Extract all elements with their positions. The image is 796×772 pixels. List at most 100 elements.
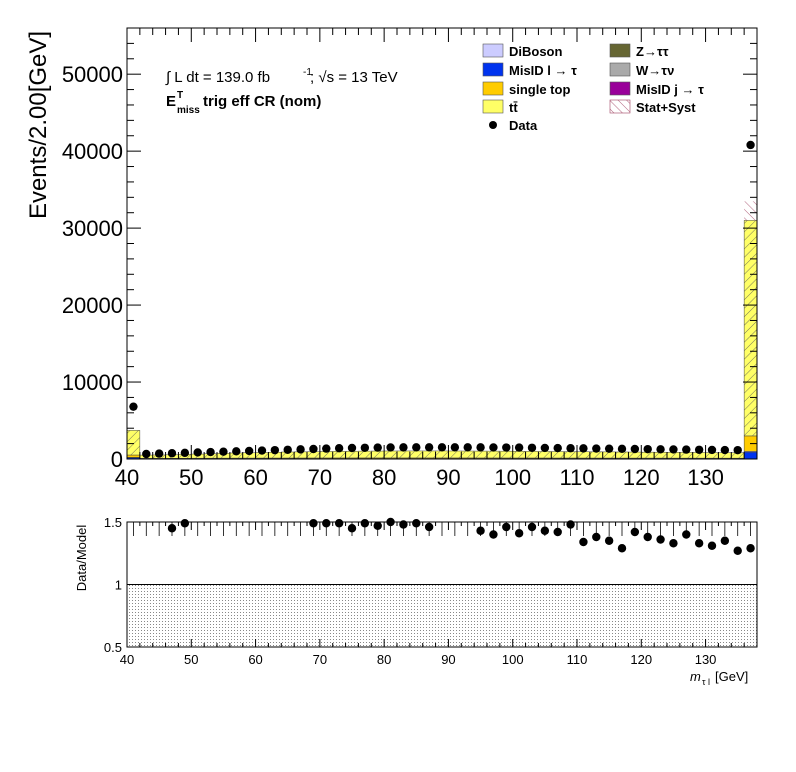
x-tick-label-50: 50 [179,465,203,490]
ratio-point-24 [630,527,640,537]
data-point-26 [463,443,472,452]
data-point-24 [437,443,447,452]
ratio-point-26 [656,535,665,544]
bar-tt--30 [512,451,526,459]
data-point-32 [540,443,550,453]
data-point-38 [617,444,627,454]
data-point-19 [373,443,382,452]
ratio-point-30 [707,541,717,550]
data-point-3 [167,449,177,458]
x-tick-label-130: 130 [687,465,724,490]
ratio-x-tick-label-80: 80 [377,652,391,667]
legend-swatch-ztautau [609,43,631,58]
data-point-47 [733,445,742,455]
data-point-27 [476,443,485,452]
y-tick-label-30000: 30000 [62,216,123,241]
ratio-point-14 [502,522,511,532]
bar-tt--34 [563,451,578,459]
data-point-7 [219,447,228,456]
data-point-28 [489,443,498,452]
data-point-44 [694,445,704,454]
data-point-21 [399,443,408,452]
data-point-36 [592,444,601,453]
data-point-10 [257,446,267,455]
bar-tt--0 [126,430,141,456]
ratio-x-tick-label-60: 60 [248,652,262,667]
ratio-point-29 [694,539,704,548]
region-met-sub: miss [177,105,200,116]
ratio-x-tick-label-70: 70 [313,652,327,667]
region-label: trig eff CR (nom) [203,93,321,110]
ratio-point-23 [617,544,627,553]
ratio-point-1 [180,519,190,528]
x-tick-label-80: 80 [372,465,396,490]
bar-tt--18 [358,450,372,459]
bar-tt--31 [525,451,539,459]
ratio-point-25 [643,532,652,542]
data-point-29 [502,443,511,452]
bar-tt--35 [576,451,591,459]
region-annotation: E T miss trig eff CR (nom) [166,90,321,116]
stat-syst-band [744,201,757,221]
ratio-point-5 [347,524,357,533]
data-point-46 [720,445,730,455]
ratio-point-32 [733,546,742,555]
ratio-x-tick-label-50: 50 [184,652,198,667]
bar-tt--24 [435,450,449,459]
ratio-point-11 [424,522,434,532]
ratio-point-6 [360,519,370,528]
data-point-37 [604,444,614,453]
ratio-y-tick-label-2: 1.5 [104,515,122,530]
ratio-point-10 [412,519,421,528]
legend-marker-data [489,121,497,129]
main-ylabel: Events/2.00[GeV] [25,31,52,219]
ratio-point-20 [579,537,588,547]
data-point-42 [669,445,678,454]
ratio-point-2 [309,519,318,528]
ratio-point-28 [682,530,691,539]
main-plot: 0 10000 20000 30000 40000 50000 40 50 60 70 80 90 10… [62,27,758,490]
legend-label-wtaunu: W→τν [636,63,674,78]
data-point-4 [180,448,190,458]
ratio-y-tick-label-0: 0.5 [104,640,122,655]
data-point-8 [232,447,241,456]
data-point-11 [270,445,280,455]
data-point-34 [566,444,575,453]
legend-swatch-misid-l [482,62,504,77]
ratio-point-22 [604,536,614,545]
y-tick-label-50000: 50000 [62,62,123,87]
data-point-2 [154,449,164,458]
y-tick-label-40000: 40000 [62,139,123,164]
x-tick-label-100: 100 [494,465,531,490]
y-tick-label-0: 0 [111,447,123,472]
ratio-point-13 [489,530,498,539]
y-tick-label-20000: 20000 [62,293,123,318]
luminosity-exponent: -1 [303,67,312,78]
data-point-5 [193,448,202,457]
data-point-45 [707,445,717,455]
data-point-14 [309,444,318,454]
bar-tt--27 [473,450,488,459]
data-point-43 [682,445,691,454]
data-point-22 [412,443,421,452]
data-point-6 [206,447,215,457]
data-point-30 [514,443,524,452]
data-point-9 [244,446,254,456]
data-point-48 [746,140,755,150]
x-tick-label-60: 60 [243,465,267,490]
legend-label-misid-l: MisID l → τ [509,63,577,78]
bar-tt--33 [551,451,565,459]
bar-tt--26 [461,450,475,459]
legend-label-misid-j: MisID j → τ [636,82,704,97]
data-point-18 [360,443,370,452]
ratio-point-17 [540,526,550,535]
data-point-40 [643,444,652,454]
x-tick-label-70: 70 [308,465,332,490]
legend-label-stat-syst: Stat+Syst [636,100,696,115]
ratio-x-tick-label-40: 40 [120,652,134,667]
ratio-plot: 40 50 60 70 80 90 100 110 120 130 0.5 1 1.5 [104,515,758,667]
data-point-25 [450,443,460,452]
ratio-xlabel-unit: [GeV] [715,669,748,684]
ratio-x-tick-label-100: 100 [502,652,524,667]
